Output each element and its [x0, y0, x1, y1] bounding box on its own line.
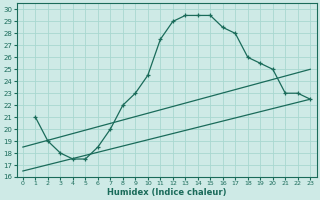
- X-axis label: Humidex (Indice chaleur): Humidex (Indice chaleur): [107, 188, 226, 197]
